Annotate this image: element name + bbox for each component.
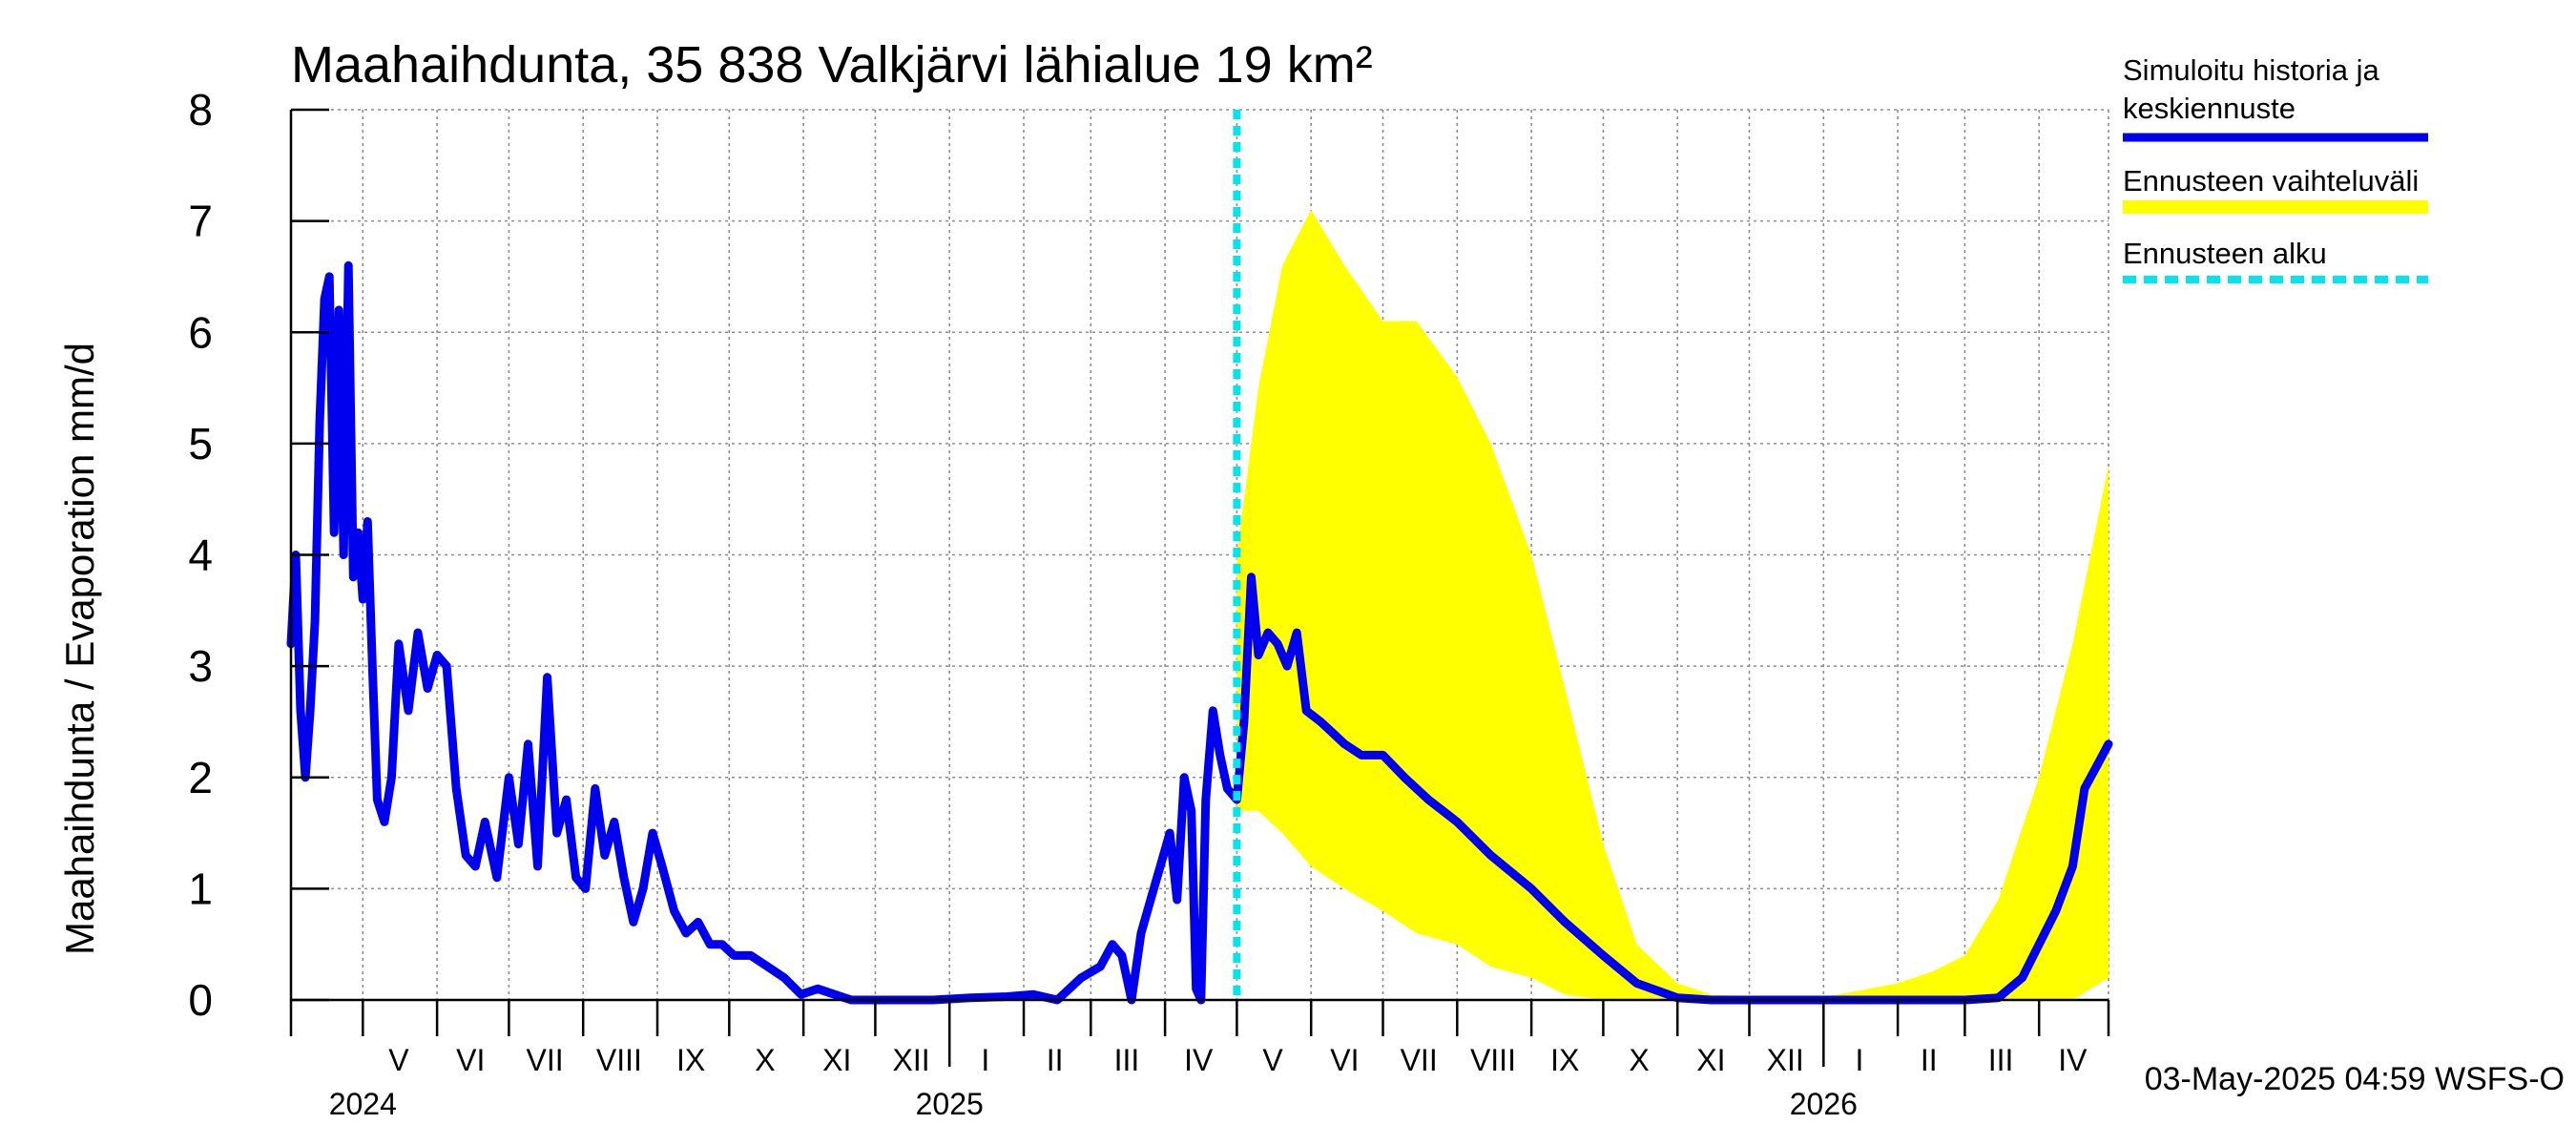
x-tick-label-month: XI [1696,1043,1725,1077]
y-tick-label: 7 [188,197,213,246]
legend-swatch-forecast-range [2123,200,2428,214]
y-tick-label: 4 [188,531,213,580]
x-tick-label-month: V [388,1043,409,1077]
x-tick-label-month: VIII [596,1043,642,1077]
chart-title: Maahaihdunta, 35 838 Valkjärvi lähialue … [291,36,1373,94]
x-tick-label-month: V [1262,1043,1283,1077]
x-tick-label-month: XI [822,1043,851,1077]
x-tick-label-year: 2024 [329,1087,397,1121]
forecast-range-area [1236,210,2109,1000]
y-tick-label: 3 [188,641,213,691]
x-tick-label-month: IV [2058,1043,2088,1077]
x-tick-label-month: IX [1550,1043,1579,1077]
x-tick-label-month: I [981,1043,989,1077]
x-tick-label-month: II [1921,1043,1938,1077]
y-tick-label: 5 [188,419,213,468]
x-tick-label-month: III [1114,1043,1140,1077]
y-tick-label: 2 [188,753,213,802]
x-tick-label-month: X [755,1043,775,1077]
x-tick-label-month: II [1047,1043,1064,1077]
x-tick-label-month: VII [526,1043,563,1077]
legend-label-forecast-start: Ennusteen alku [2123,237,2327,270]
x-tick-label-year: 2025 [916,1087,984,1121]
x-tick-label-month: IV [1184,1043,1214,1077]
x-tick-label-month: X [1629,1043,1649,1077]
forecast-range-band [1236,210,2109,1000]
y-axis-label: Maahaihdunta / Evaporation mm/d [57,343,102,955]
y-tick-label: 0 [188,975,213,1025]
x-tick-label-month: VI [1330,1043,1359,1077]
x-tick-label-month: VII [1401,1043,1438,1077]
x-tick-label-month: VI [456,1043,485,1077]
y-tick-label: 6 [188,307,213,357]
x-tick-label-month: XII [892,1043,929,1077]
legend-label-mean-forecast: Simuloitu historia ja [2123,53,2380,87]
timestamp-label: 03-May-2025 04:59 WSFS-O [2145,1061,2565,1097]
legend: Simuloitu historia ja keskiennuste Ennuste… [2123,53,2428,283]
legend-label-forecast-range: Ennusteen vaihteluväli [2123,164,2419,198]
x-tick-label-month: I [1856,1043,1864,1077]
x-tick-label-month: IX [676,1043,705,1077]
x-tick-label-year: 2026 [1790,1087,1858,1121]
x-tick-label-month: III [1988,1043,2014,1077]
y-tick-label: 8 [188,85,213,135]
x-tick-label-month: VIII [1470,1043,1516,1077]
legend-label-mean-forecast-cont: keskiennuste [2123,92,2296,125]
x-tick-label-month: XII [1767,1043,1804,1077]
y-tick-label: 1 [188,864,213,913]
